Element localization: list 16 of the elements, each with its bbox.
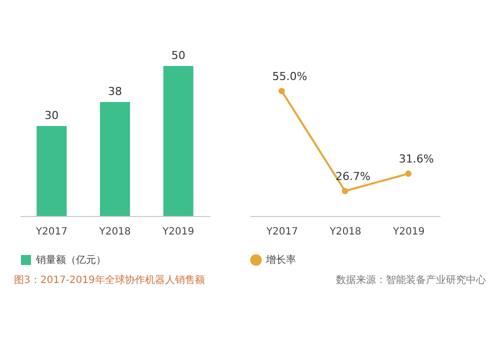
data-label: 38 — [108, 85, 122, 98]
caption: 图3：2017-2019年全球协作机器人销售额 — [14, 274, 205, 287]
data-label: 31.6% — [398, 152, 434, 166]
data-label: 30 — [44, 109, 59, 122]
x-tick-label: Y2018 — [98, 226, 131, 238]
legend-label: 增长率 — [265, 254, 296, 266]
source-note: 数据来源：智能装备产业研究中心 — [336, 274, 486, 287]
x-tick-label: Y2017 — [265, 226, 298, 238]
data-label: 55.0% — [272, 70, 308, 83]
data-label: 26.7% — [336, 170, 370, 183]
x-tick-label: Y2019 — [162, 226, 194, 238]
data-label: 50 — [171, 49, 186, 62]
x-tick-label: Y2017 — [34, 226, 68, 238]
x-tick-label: Y2019 — [392, 226, 425, 238]
legend-label: 销量额（亿元） — [35, 254, 106, 266]
x-tick-label: Y2018 — [328, 226, 362, 238]
